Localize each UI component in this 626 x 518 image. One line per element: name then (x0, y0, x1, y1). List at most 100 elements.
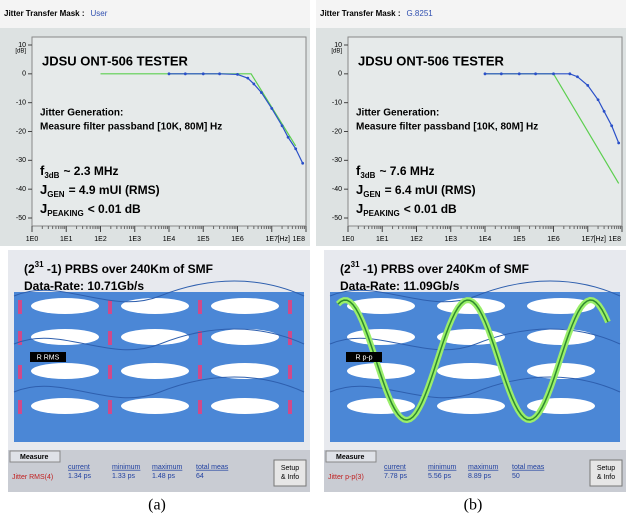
point (246, 77, 249, 80)
eye-title-pre: (2 (24, 262, 35, 276)
row-value: 8.89 ps (468, 473, 491, 480)
marker: R RMS (37, 354, 60, 361)
column-header: maximum (468, 464, 499, 471)
crossing (198, 365, 202, 379)
point (586, 84, 589, 87)
point (552, 72, 555, 75)
point (603, 110, 606, 113)
result-symbol: J (40, 182, 47, 197)
y-tick-label: -10 (16, 100, 26, 107)
point (184, 72, 187, 75)
row-value: 64 (196, 473, 204, 480)
y-tick-label: -50 (332, 215, 342, 222)
result-sub: GEN (363, 190, 381, 199)
page: {"chart_data": [ {"type": "line", "heade… (0, 0, 626, 518)
x-tick-label: 1E4 (479, 236, 492, 243)
x-tick-label: 1E6 (231, 236, 244, 243)
crossing (198, 300, 202, 314)
row-value: 1.48 ps (152, 473, 175, 480)
point (617, 142, 620, 145)
point (202, 72, 205, 75)
row-value: 7.78 ps (384, 473, 407, 480)
x-tick-label: 1E8 (293, 236, 306, 243)
header: Jitter Transfer Mask : G.8251 (320, 9, 433, 18)
button-label: Setup (281, 465, 299, 472)
header-value: User (90, 9, 107, 18)
row-value: 1.33 ps (112, 473, 135, 480)
point (168, 72, 171, 75)
point (301, 162, 304, 165)
header-label: Jitter Transfer Mask : (320, 9, 400, 18)
result-text: < 0.01 dB (88, 202, 141, 216)
row-label: Jitter RMS(4) (12, 474, 53, 481)
result-text: ~ 2.3 MHz (63, 164, 118, 178)
result-sub: 3dB (44, 171, 59, 180)
column-header: current (68, 464, 90, 471)
point (281, 124, 284, 127)
eye-title-post: -1) PRBS over 240Km of SMF (44, 262, 213, 276)
column-header: total meas (512, 464, 545, 471)
y-tick-label: -10 (332, 100, 342, 107)
point (610, 124, 613, 127)
eye-title: (231 -1) PRBS over 240Km of SMF (24, 260, 213, 276)
point (218, 72, 221, 75)
x-unit: [Hz] (594, 236, 607, 243)
row-label: Jitter p-p(3) (328, 474, 364, 481)
point (287, 136, 290, 139)
x-tick-label: 1E1 (376, 236, 389, 243)
eye-rate: Data-Rate: 10.71Gb/s (24, 279, 144, 293)
x-tick-label: 1E0 (26, 236, 39, 243)
crossing (288, 400, 292, 414)
column-header: maximum (152, 464, 183, 471)
x-tick-label: 1E5 (513, 236, 526, 243)
x-tick-label: 1E5 (197, 236, 210, 243)
chart-title: JDSU ONT-506 TESTER (42, 53, 189, 68)
column-header: minimum (428, 464, 457, 471)
y-tick-label: 0 (338, 71, 342, 78)
point (500, 72, 503, 75)
eye-opening (31, 398, 99, 414)
crossing (288, 365, 292, 379)
column-header: minimum (112, 464, 141, 471)
point (568, 72, 571, 75)
button-label: & Info (281, 474, 299, 481)
point (534, 72, 537, 75)
x-tick-label: 1E6 (547, 236, 560, 243)
row-value: 50 (512, 473, 520, 480)
crossing (288, 300, 292, 314)
eye-opening (437, 363, 505, 379)
crossing (18, 365, 22, 379)
chart-title: JDSU ONT-506 TESTER (358, 53, 505, 68)
point (270, 107, 273, 110)
point (597, 98, 600, 101)
x-tick-label: 1E4 (163, 236, 176, 243)
result-text: = 6.4 mUI (RMS) (385, 183, 476, 197)
crossing (18, 331, 22, 345)
note: Jitter Generation: (356, 108, 439, 119)
eye-title: (231 -1) PRBS over 240Km of SMF (340, 260, 529, 276)
header-label: Jitter Transfer Mask : (4, 9, 84, 18)
y-tick-label: -20 (16, 128, 26, 135)
crossing (18, 300, 22, 314)
eye-title-post: -1) PRBS over 240Km of SMF (360, 262, 529, 276)
result-text: = 4.9 mUI (RMS) (69, 183, 160, 197)
measure-tab-label: Measure (20, 454, 49, 461)
result-sub: PEAKING (363, 209, 399, 218)
result-sub: 3dB (360, 171, 375, 180)
eye-rate: Data-Rate: 11.09Gb/s (340, 279, 460, 293)
result-sub: PEAKING (47, 209, 83, 218)
result-sub: GEN (47, 190, 65, 199)
point (518, 72, 521, 75)
x-tick-label: 1E2 (410, 236, 423, 243)
y-tick-label: -30 (16, 157, 26, 164)
header-value: G.8251 (406, 9, 433, 18)
column-header: total meas (196, 464, 229, 471)
eye-opening (31, 298, 99, 314)
crossing (108, 400, 112, 414)
column-header: current (384, 464, 406, 471)
point (294, 147, 297, 150)
y-unit: [dB] (331, 49, 342, 55)
eye-opening (121, 363, 189, 379)
result-text: < 0.01 dB (404, 202, 457, 216)
caption: (b) (464, 497, 483, 514)
